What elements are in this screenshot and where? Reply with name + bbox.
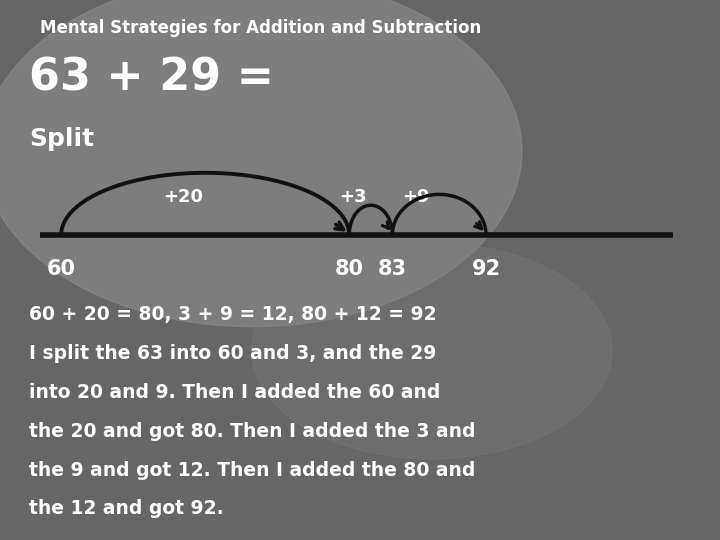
- Text: the 9 and got 12. Then I added the 80 and: the 9 and got 12. Then I added the 80 an…: [29, 461, 475, 480]
- Text: 83: 83: [378, 259, 407, 279]
- Text: 60 + 20 = 80, 3 + 9 = 12, 80 + 12 = 92: 60 + 20 = 80, 3 + 9 = 12, 80 + 12 = 92: [29, 305, 436, 324]
- Text: into 20 and 9. Then I added the 60 and: into 20 and 9. Then I added the 60 and: [29, 383, 440, 402]
- Text: 63 + 29 =: 63 + 29 =: [29, 57, 274, 100]
- Text: Mental Strategies for Addition and Subtraction: Mental Strategies for Addition and Subtr…: [40, 19, 481, 37]
- Text: I split the 63 into 60 and 3, and the 29: I split the 63 into 60 and 3, and the 29: [29, 344, 436, 363]
- Text: +9: +9: [402, 188, 430, 206]
- Text: 80: 80: [335, 259, 364, 279]
- Ellipse shape: [0, 0, 522, 327]
- Text: the 20 and got 80. Then I added the 3 and: the 20 and got 80. Then I added the 3 an…: [29, 422, 475, 441]
- Text: +3: +3: [339, 188, 366, 206]
- Text: the 12 and got 92.: the 12 and got 92.: [29, 500, 223, 518]
- Text: Split: Split: [29, 127, 94, 151]
- Text: 92: 92: [472, 259, 500, 279]
- Text: +20: +20: [163, 188, 204, 206]
- Ellipse shape: [252, 243, 612, 459]
- Text: 60: 60: [47, 259, 76, 279]
